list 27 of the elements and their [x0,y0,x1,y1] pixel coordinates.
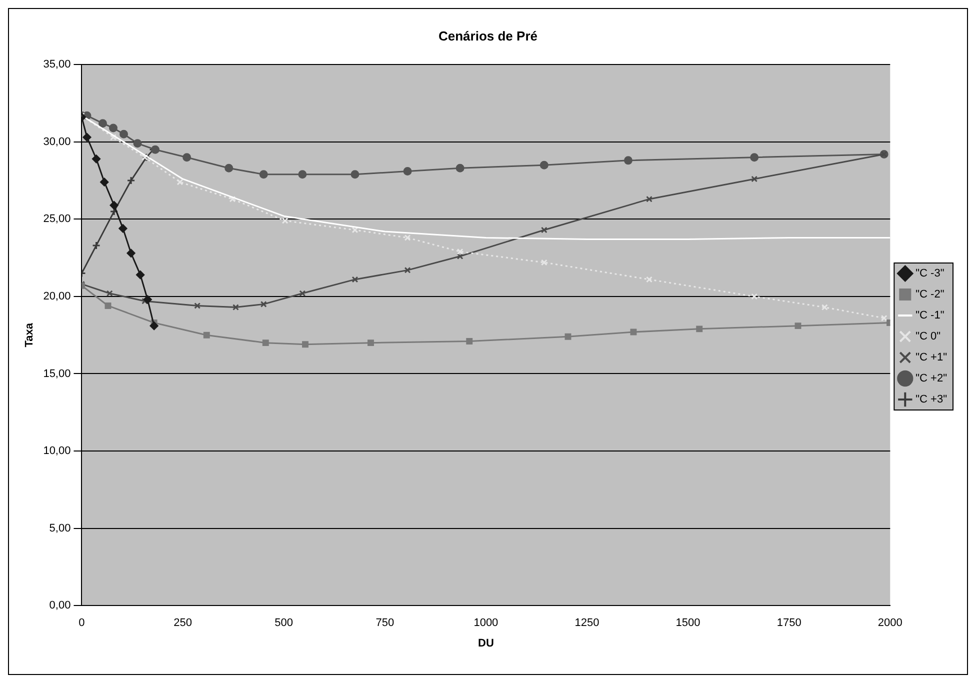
legend-label: "C 0" [916,330,941,343]
y-tick-label: 20,00 [43,290,71,302]
y-axis-title: Taxa [24,322,36,348]
x-tick-label: 250 [174,617,192,630]
x-tick-label: 1750 [776,617,802,630]
legend-label: "C -2" [916,288,944,301]
y-tick-label: 0,00 [49,600,71,612]
legend-label: "C -1" [916,310,944,322]
y-tick-label: 15,00 [43,368,71,380]
x-tick-label: 1000 [474,617,498,630]
x-axis-title: DU [478,637,494,650]
y-tick-label: 35,00 [43,58,71,71]
x-tick-label: 750 [376,617,394,630]
x-tick-label: 500 [274,617,294,630]
y-tick-label: 25,00 [43,213,71,226]
y-tick-label: 10,00 [43,445,71,458]
x-tick-label: 2000 [878,617,902,630]
legend-label: "C +3" [916,394,948,406]
x-tick-label: 0 [78,617,85,630]
legend-label: "C +2" [916,372,948,385]
legend-label: "C -3" [916,268,944,280]
x-tick-label: 1250 [574,617,600,630]
y-tick-label: 5,00 [49,522,71,534]
x-tick-label: 1500 [676,617,700,630]
y-tick-label: 30,00 [43,136,71,148]
chart-title: Cenários de Pré [438,28,538,44]
legend-label: "C +1" [916,352,948,364]
